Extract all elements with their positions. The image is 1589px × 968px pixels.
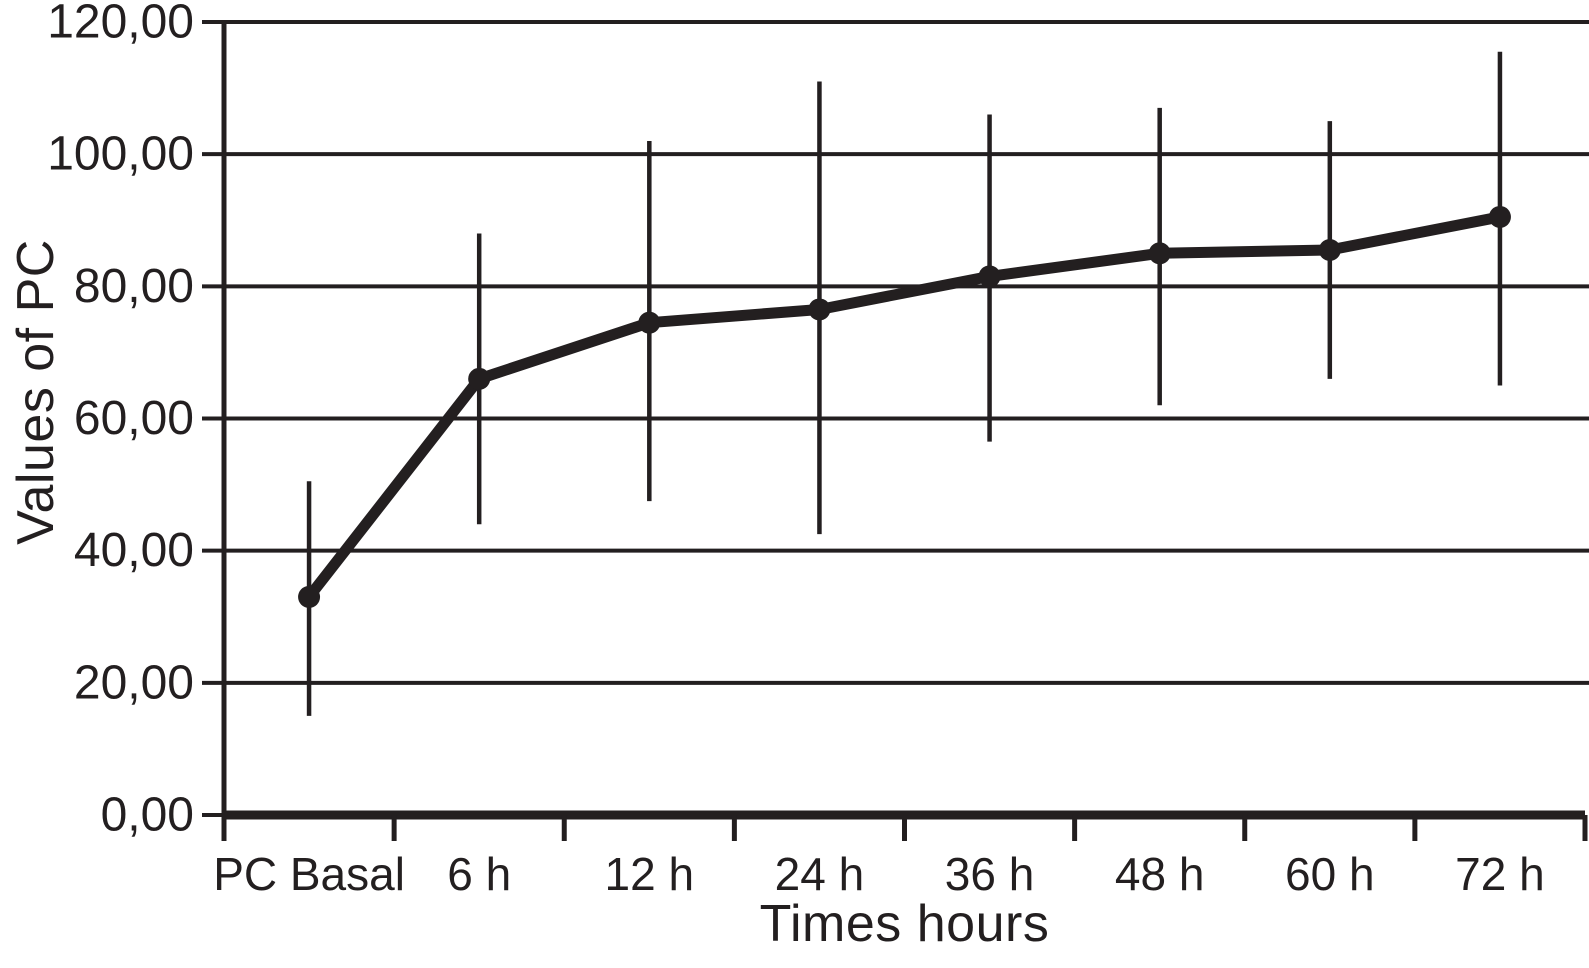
x-category-label: 72 h bbox=[1455, 848, 1545, 900]
x-category-label: PC Basal bbox=[213, 848, 405, 900]
x-category-label: 48 h bbox=[1115, 848, 1205, 900]
data-point-marker bbox=[468, 367, 491, 390]
y-tick-label: 80,00 bbox=[74, 260, 194, 313]
x-axis-title: Times hours bbox=[759, 895, 1050, 953]
data-point-marker bbox=[1148, 242, 1171, 265]
x-category-label: 6 h bbox=[447, 848, 511, 900]
y-tick-label: 60,00 bbox=[74, 392, 194, 445]
y-axis-title: Values of PC bbox=[7, 239, 65, 545]
series-line bbox=[303, 211, 1506, 603]
data-point-marker bbox=[978, 265, 1001, 288]
data-point-marker bbox=[298, 585, 321, 608]
y-tick-label: 40,00 bbox=[74, 524, 194, 577]
x-category-label: 36 h bbox=[945, 848, 1035, 900]
data-point-marker bbox=[1488, 205, 1511, 228]
data-point-marker bbox=[808, 298, 831, 321]
data-point-marker bbox=[638, 311, 661, 334]
y-tick-label: 20,00 bbox=[74, 656, 194, 709]
x-category-label: 60 h bbox=[1285, 848, 1375, 900]
y-tick-label: 100,00 bbox=[47, 128, 194, 181]
data-point-marker bbox=[1318, 238, 1341, 261]
x-category-label: 24 h bbox=[775, 848, 865, 900]
y-tick-label: 120,00 bbox=[47, 0, 194, 49]
x-category-label: 12 h bbox=[605, 848, 695, 900]
y-tick-label: 0,00 bbox=[101, 789, 194, 842]
